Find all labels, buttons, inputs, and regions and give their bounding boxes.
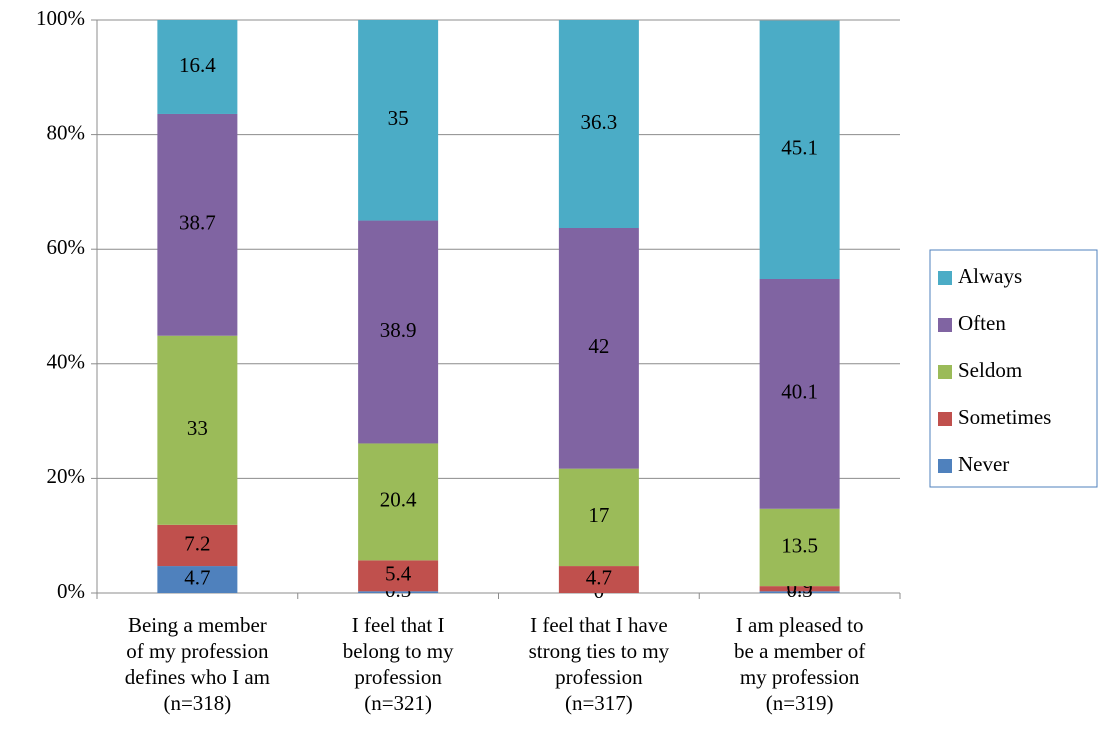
data-label: 42 [588, 334, 609, 358]
legend-swatch [938, 459, 952, 473]
legend-box [929, 249, 1098, 488]
y-tick-label: 0% [57, 579, 85, 603]
bar-segment [157, 566, 238, 593]
x-tick-label: Being a member of my profession defines … [124, 613, 270, 715]
legend-label: Often [958, 311, 1006, 335]
data-label: 4.7 [586, 565, 612, 589]
bar-segment [157, 524, 238, 567]
y-tick-label: 20% [47, 464, 86, 488]
bar-segment [759, 591, 840, 593]
data-label: 35 [388, 106, 409, 130]
data-label: 38.7 [179, 211, 216, 235]
legend-label: Never [958, 452, 1009, 476]
bar-segment [358, 591, 439, 593]
x-tick-label: I feel that I belong to my profession (n… [342, 613, 454, 715]
bar-segment [358, 220, 439, 444]
bar-segment [759, 508, 840, 587]
bar-segment [358, 443, 439, 561]
legend-swatch [938, 318, 952, 332]
data-label: 20.4 [380, 488, 417, 512]
data-label: 38.9 [380, 318, 417, 342]
legend-swatch [938, 271, 952, 285]
y-tick-label: 100% [36, 6, 85, 30]
bar-segment [759, 586, 840, 592]
bar-segment [759, 20, 840, 279]
legend-swatch [938, 365, 952, 379]
legend-label: Sometimes [958, 405, 1051, 429]
x-tick-label: I am pleased to be a member of my profes… [734, 613, 866, 715]
bar-segment [358, 20, 439, 221]
bar-segment [157, 335, 238, 525]
bar-segment [157, 20, 238, 114]
bar-segment [558, 468, 639, 567]
y-tick-label: 40% [47, 350, 86, 374]
data-label: 16.4 [179, 53, 216, 77]
bar-segment [157, 113, 238, 336]
data-label: 36.3 [581, 110, 618, 134]
bar-segment [558, 227, 639, 469]
data-label: 7.2 [184, 531, 210, 555]
data-label: 33 [187, 416, 208, 440]
legend-label: Always [958, 264, 1022, 288]
data-label: 45.1 [781, 136, 818, 160]
data-label: 4.7 [184, 565, 210, 589]
bar-segment [558, 20, 639, 228]
data-label: 40.1 [781, 380, 818, 404]
y-tick-label: 60% [47, 235, 86, 259]
bar-segment [759, 278, 840, 509]
data-label: 17 [588, 503, 609, 527]
bar-segment [558, 566, 639, 593]
y-tick-label: 80% [47, 120, 86, 144]
data-label: 5.4 [385, 562, 412, 586]
x-tick-label: I feel that I have strong ties to my pro… [528, 613, 670, 715]
legend-swatch [938, 412, 952, 426]
legend-label: Seldom [958, 358, 1022, 382]
data-label: 13.5 [781, 533, 818, 557]
bar-segment [358, 560, 439, 592]
